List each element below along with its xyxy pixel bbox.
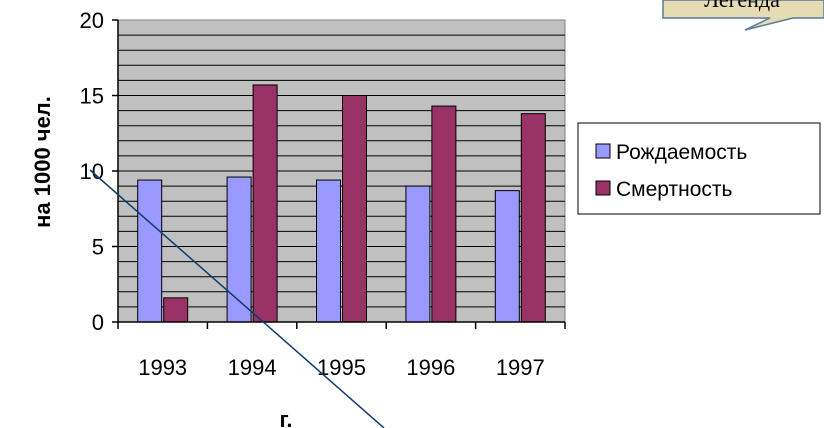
y-tick-label: 15 — [80, 84, 104, 109]
axes — [112, 19, 566, 329]
legend-box — [577, 122, 821, 215]
legend: Рождаемость Смертность — [577, 122, 821, 215]
pointer-line — [89, 169, 385, 428]
y-tick-label: 0 — [92, 310, 104, 335]
bar-birth-rate-1993 — [137, 179, 163, 323]
bar-birth-rate-1997 — [494, 190, 520, 323]
legend-label-death-rate: Смертность — [616, 178, 733, 201]
y-axis-title: на 1000 чел. — [30, 96, 55, 228]
legend-label-birth-rate: Рождаемость — [616, 141, 747, 164]
bar-death-rate-1993 — [163, 297, 189, 323]
bar-death-rate-1994 — [252, 84, 278, 323]
x-tick-label: 1996 — [406, 355, 455, 380]
callout: Легенда — [662, 0, 824, 31]
legend-swatch-birth-rate — [595, 143, 611, 159]
bars — [137, 84, 546, 323]
bar-birth-rate-1996 — [405, 185, 431, 323]
y-tick-label: 20 — [80, 8, 104, 33]
x-tick-labels: 1993 1994 1995 1996 1997 — [138, 355, 545, 380]
x-tick-label: 1997 — [496, 355, 545, 380]
x-axis-title: г. — [279, 407, 292, 428]
gridlines — [118, 34, 565, 308]
bar-death-rate-1996 — [431, 105, 457, 323]
x-tick-label: 1994 — [228, 355, 277, 380]
legend-swatch-death-rate — [595, 180, 611, 196]
bar-death-rate-1997 — [520, 113, 546, 323]
bar-birth-rate-1994 — [226, 176, 252, 323]
callout-box — [662, 0, 824, 31]
bar-birth-rate-1995 — [316, 179, 341, 323]
bar-death-rate-1995 — [342, 95, 367, 323]
callout-label: Легенда — [704, 0, 780, 12]
y-tick-label: 5 — [92, 235, 104, 260]
x-tick-label: 1993 — [138, 355, 187, 380]
